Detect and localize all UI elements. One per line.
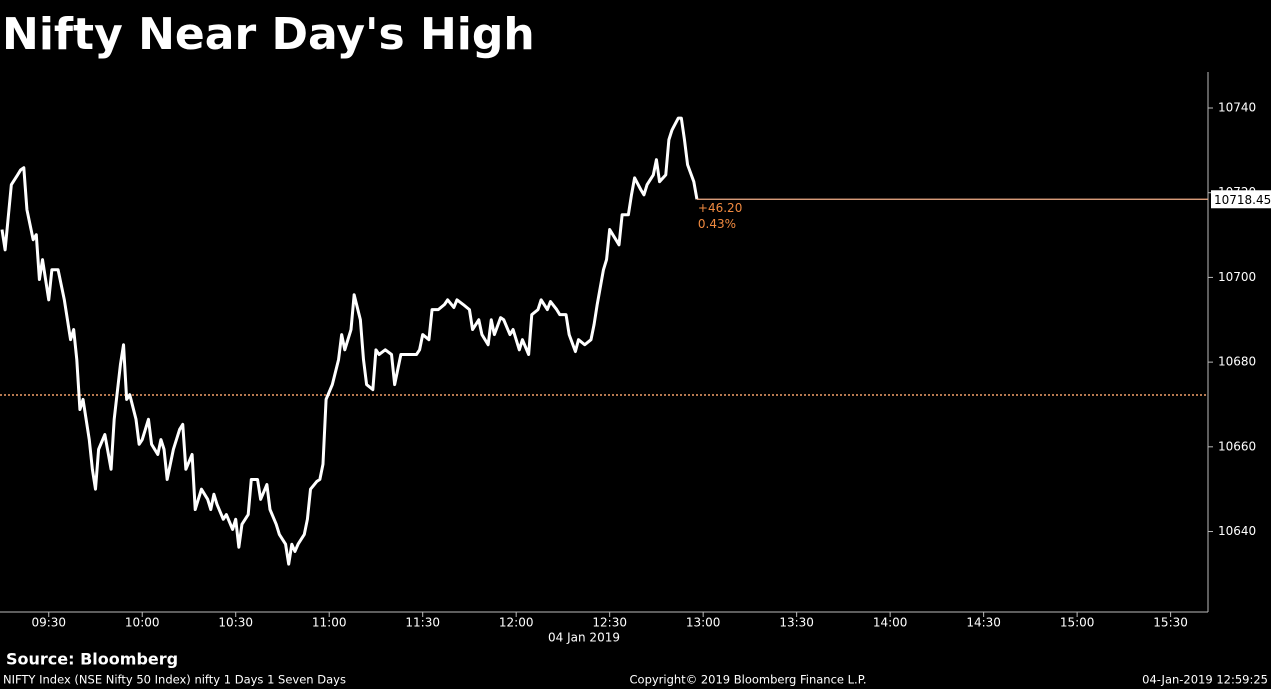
x-tick-label: 13:00 [686,616,721,630]
footer-center: Copyright© 2019 Bloomberg Finance L.P. [630,673,867,687]
y-tick-label: 10700 [1218,270,1256,284]
x-tick-label: 11:30 [405,616,440,630]
footer-right: 04-Jan-2019 12:59:25 [1142,673,1268,687]
x-tick-label: 11:00 [312,616,347,630]
x-tick-label: 13:30 [779,616,814,630]
last-value-label: 10718.45 [1214,193,1271,207]
chart-title: Nifty Near Day's High [2,9,535,60]
x-tick-label: 12:00 [499,616,534,630]
source: Source: Bloomberg [6,650,178,669]
y-tick-label: 10740 [1218,101,1256,115]
y-tick-label: 10680 [1218,355,1256,369]
price-line [0,116,699,566]
change-pct-label: 0.43% [698,217,736,231]
x-tick-label: 10:30 [218,616,253,630]
x-tick-label: 12:30 [592,616,627,630]
y-tick-label: 10660 [1218,439,1256,453]
x-tick-label: 15:00 [1060,616,1095,630]
last-value-box [1211,190,1271,209]
footer-left: NIFTY Index (NSE Nifty 50 Index) nifty 1… [3,673,346,687]
change-label: +46.20 [698,201,742,215]
y-tick-label: 10640 [1218,524,1256,538]
x-axis-label: 04 Jan 2019 [548,631,620,645]
x-tick-label: 14:00 [873,616,908,630]
x-tick-label: 15:30 [1153,616,1188,630]
x-tick-label: 09:30 [31,616,66,630]
x-tick-label: 10:00 [125,616,160,630]
x-tick-label: 14:30 [966,616,1001,630]
